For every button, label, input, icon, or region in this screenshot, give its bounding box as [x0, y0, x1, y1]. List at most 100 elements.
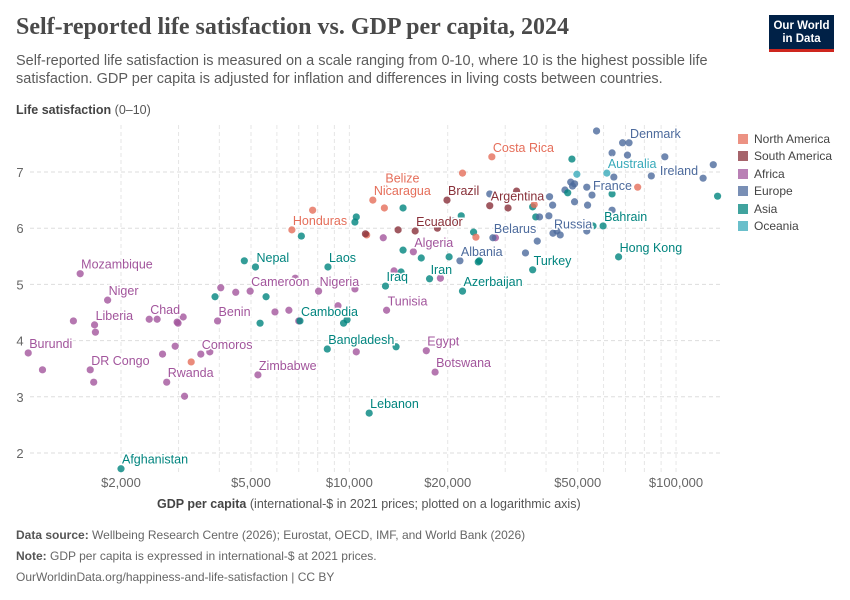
point-label: Belize [385, 172, 419, 186]
point-label: Egypt [427, 335, 459, 349]
point-label: Denmark [630, 127, 681, 141]
data-point [533, 237, 541, 245]
legend-label: South America [754, 149, 833, 164]
data-point-brazil [443, 196, 451, 204]
data-point [568, 182, 577, 190]
point-label: Cameroon [251, 275, 309, 289]
point-label: Iraq [386, 270, 408, 284]
data-point [445, 253, 453, 261]
data-point [504, 204, 512, 212]
legend-label: Oceania [754, 219, 799, 234]
data-point-mozambique [76, 270, 84, 278]
legend-item-sa[interactable]: South America [738, 148, 832, 166]
data-point-ecuador [411, 227, 419, 235]
data-point [573, 170, 581, 178]
x-tick-label: $20,000 [424, 475, 471, 490]
data-point-laos [324, 263, 332, 271]
data-point [309, 206, 317, 214]
point-label: Ecuador [416, 215, 463, 229]
data-point [171, 342, 179, 350]
data-point-russia [549, 229, 557, 237]
point-label: Lebanon [370, 397, 419, 411]
point-label: Azerbaijan [464, 275, 523, 289]
source-label: Data source: [16, 528, 89, 542]
data-point-cambodia [296, 317, 304, 325]
point-label: Comoros [202, 338, 253, 352]
data-point-lebanon [365, 409, 373, 417]
source-url[interactable]: OurWorldinData.org/happiness-and-life-sa… [16, 570, 335, 584]
data-point-iran [425, 275, 434, 283]
data-point [486, 190, 494, 198]
point-label: Chad [150, 303, 180, 317]
data-point [608, 206, 616, 214]
data-point [608, 149, 616, 157]
data-point [647, 172, 655, 180]
data-point [512, 187, 521, 195]
legend-label: Europe [754, 184, 793, 199]
data-point [399, 246, 407, 254]
data-point [297, 232, 305, 240]
point-label: Honduras [293, 214, 347, 228]
data-point-dr-congo [86, 366, 94, 374]
data-point [153, 315, 161, 323]
data-point [564, 189, 572, 197]
data-source: Data source: Wellbeing Research Centre (… [16, 528, 525, 542]
data-point [179, 313, 187, 321]
data-point-chad [145, 315, 153, 323]
data-point [334, 302, 342, 310]
point-label: Rwanda [168, 366, 214, 380]
point-label: Iran [431, 263, 453, 277]
data-point [38, 366, 47, 374]
data-point-france [588, 191, 596, 199]
data-point-zimbabwe [254, 371, 262, 379]
point-label: Bangladesh [328, 333, 394, 347]
data-point [661, 153, 669, 161]
legend-item-eu[interactable]: Europe [738, 183, 832, 201]
data-point-belarus [489, 234, 497, 242]
data-point [394, 226, 402, 234]
x-tick-label: $100,000 [649, 475, 703, 490]
data-point-turkey [529, 266, 537, 274]
legend-item-as[interactable]: Asia [738, 200, 832, 218]
data-point [535, 213, 544, 221]
data-point [291, 274, 299, 282]
owid-logo[interactable]: Our World in Data [769, 15, 834, 52]
data-point [583, 227, 591, 235]
legend-item-na[interactable]: North America [738, 130, 832, 148]
legend-swatch [738, 151, 748, 162]
data-point [352, 348, 360, 356]
data-point [91, 328, 100, 336]
legend-swatch [738, 186, 748, 197]
data-point [618, 139, 627, 147]
data-point [211, 293, 219, 301]
data-point [158, 350, 167, 358]
source-text: Wellbeing Research Centre (2026); Eurost… [92, 528, 526, 542]
data-point [545, 193, 554, 201]
data-point [206, 348, 214, 356]
chart-title: Self-reported life satisfaction vs. GDP … [16, 14, 570, 40]
data-point [256, 319, 264, 327]
data-point-botswana [431, 368, 439, 376]
data-point [380, 204, 388, 212]
point-label: Argentina [491, 190, 545, 204]
data-point [69, 317, 78, 325]
legend-item-oc[interactable]: Oceania [738, 218, 832, 236]
point-label: Brazil [448, 184, 479, 198]
x-axis-label: GDP per capita (international-$ in 2021 … [157, 497, 581, 511]
data-point [174, 319, 182, 327]
data-point-bangladesh [323, 345, 331, 353]
legend-item-af[interactable]: Africa [738, 165, 832, 183]
x-axis-label-bold: GDP per capita [157, 497, 247, 511]
data-point [583, 201, 592, 209]
legend-swatch [738, 221, 748, 232]
data-point-niger [104, 296, 112, 304]
data-point [545, 212, 553, 220]
data-point [475, 257, 483, 265]
point-label: Laos [329, 251, 356, 265]
data-point-nicaragua [369, 196, 377, 204]
x-tick-label: $50,000 [554, 475, 601, 490]
data-point-benin [213, 317, 222, 325]
data-point-liberia [90, 321, 99, 329]
data-point [271, 308, 279, 316]
